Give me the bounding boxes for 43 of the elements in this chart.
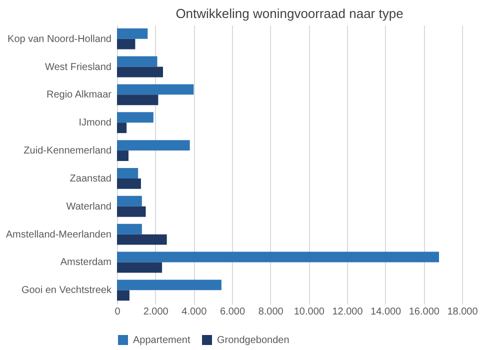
bar	[117, 66, 163, 78]
bar	[117, 290, 130, 301]
x-tick-label: 8.000	[258, 306, 284, 318]
bar	[117, 224, 142, 234]
chart-title: Ontwikkeling woningvoorraad naar type	[176, 6, 404, 21]
y-tick-label: Regio Alkmaar	[46, 90, 112, 101]
bar	[117, 168, 138, 178]
y-tick-label: Kop van Noord-Holland	[8, 34, 112, 45]
bar	[117, 150, 128, 162]
y-tick-label: Amsterdam	[60, 257, 112, 268]
x-tick-label: 16.000	[408, 306, 440, 318]
y-tick-label: Gooi en Vechtstreek	[21, 285, 112, 296]
bar	[117, 28, 148, 39]
legend-label: Grondgebonden	[217, 335, 290, 346]
bar	[117, 112, 154, 123]
y-tick-label: Waterland	[66, 201, 112, 212]
y-tick-label: West Friesland	[44, 62, 112, 73]
y-tick-label: IJmond	[78, 118, 112, 129]
bar	[117, 196, 142, 206]
legend-label: Appartement	[133, 335, 190, 346]
bar	[117, 140, 190, 151]
bar	[117, 94, 158, 106]
x-tick-label: 10.000	[294, 306, 325, 318]
x-tick-label: 12.000	[332, 306, 364, 318]
bar	[117, 56, 158, 67]
x-tick-label: 4.000	[182, 306, 208, 318]
x-tick-label: 18.000	[447, 306, 478, 318]
bar	[117, 234, 167, 245]
y-tick-label: Zaanstad	[70, 173, 112, 184]
bar	[117, 252, 439, 262]
bar	[117, 178, 141, 189]
bar	[117, 206, 146, 217]
y-tick-label: Amstelland-Meerlanden	[6, 229, 112, 240]
x-tick-label: 6.000	[220, 306, 246, 318]
x-tick-label: 14.000	[370, 306, 402, 318]
x-tick-label: 0	[114, 306, 121, 318]
bar	[117, 280, 222, 290]
x-tick-label: 2.000	[143, 306, 169, 318]
bar	[117, 122, 127, 134]
bar	[117, 84, 194, 95]
bar	[117, 262, 162, 273]
y-tick-label: Zuid-Kennemerland	[24, 146, 112, 157]
bar	[117, 38, 136, 50]
